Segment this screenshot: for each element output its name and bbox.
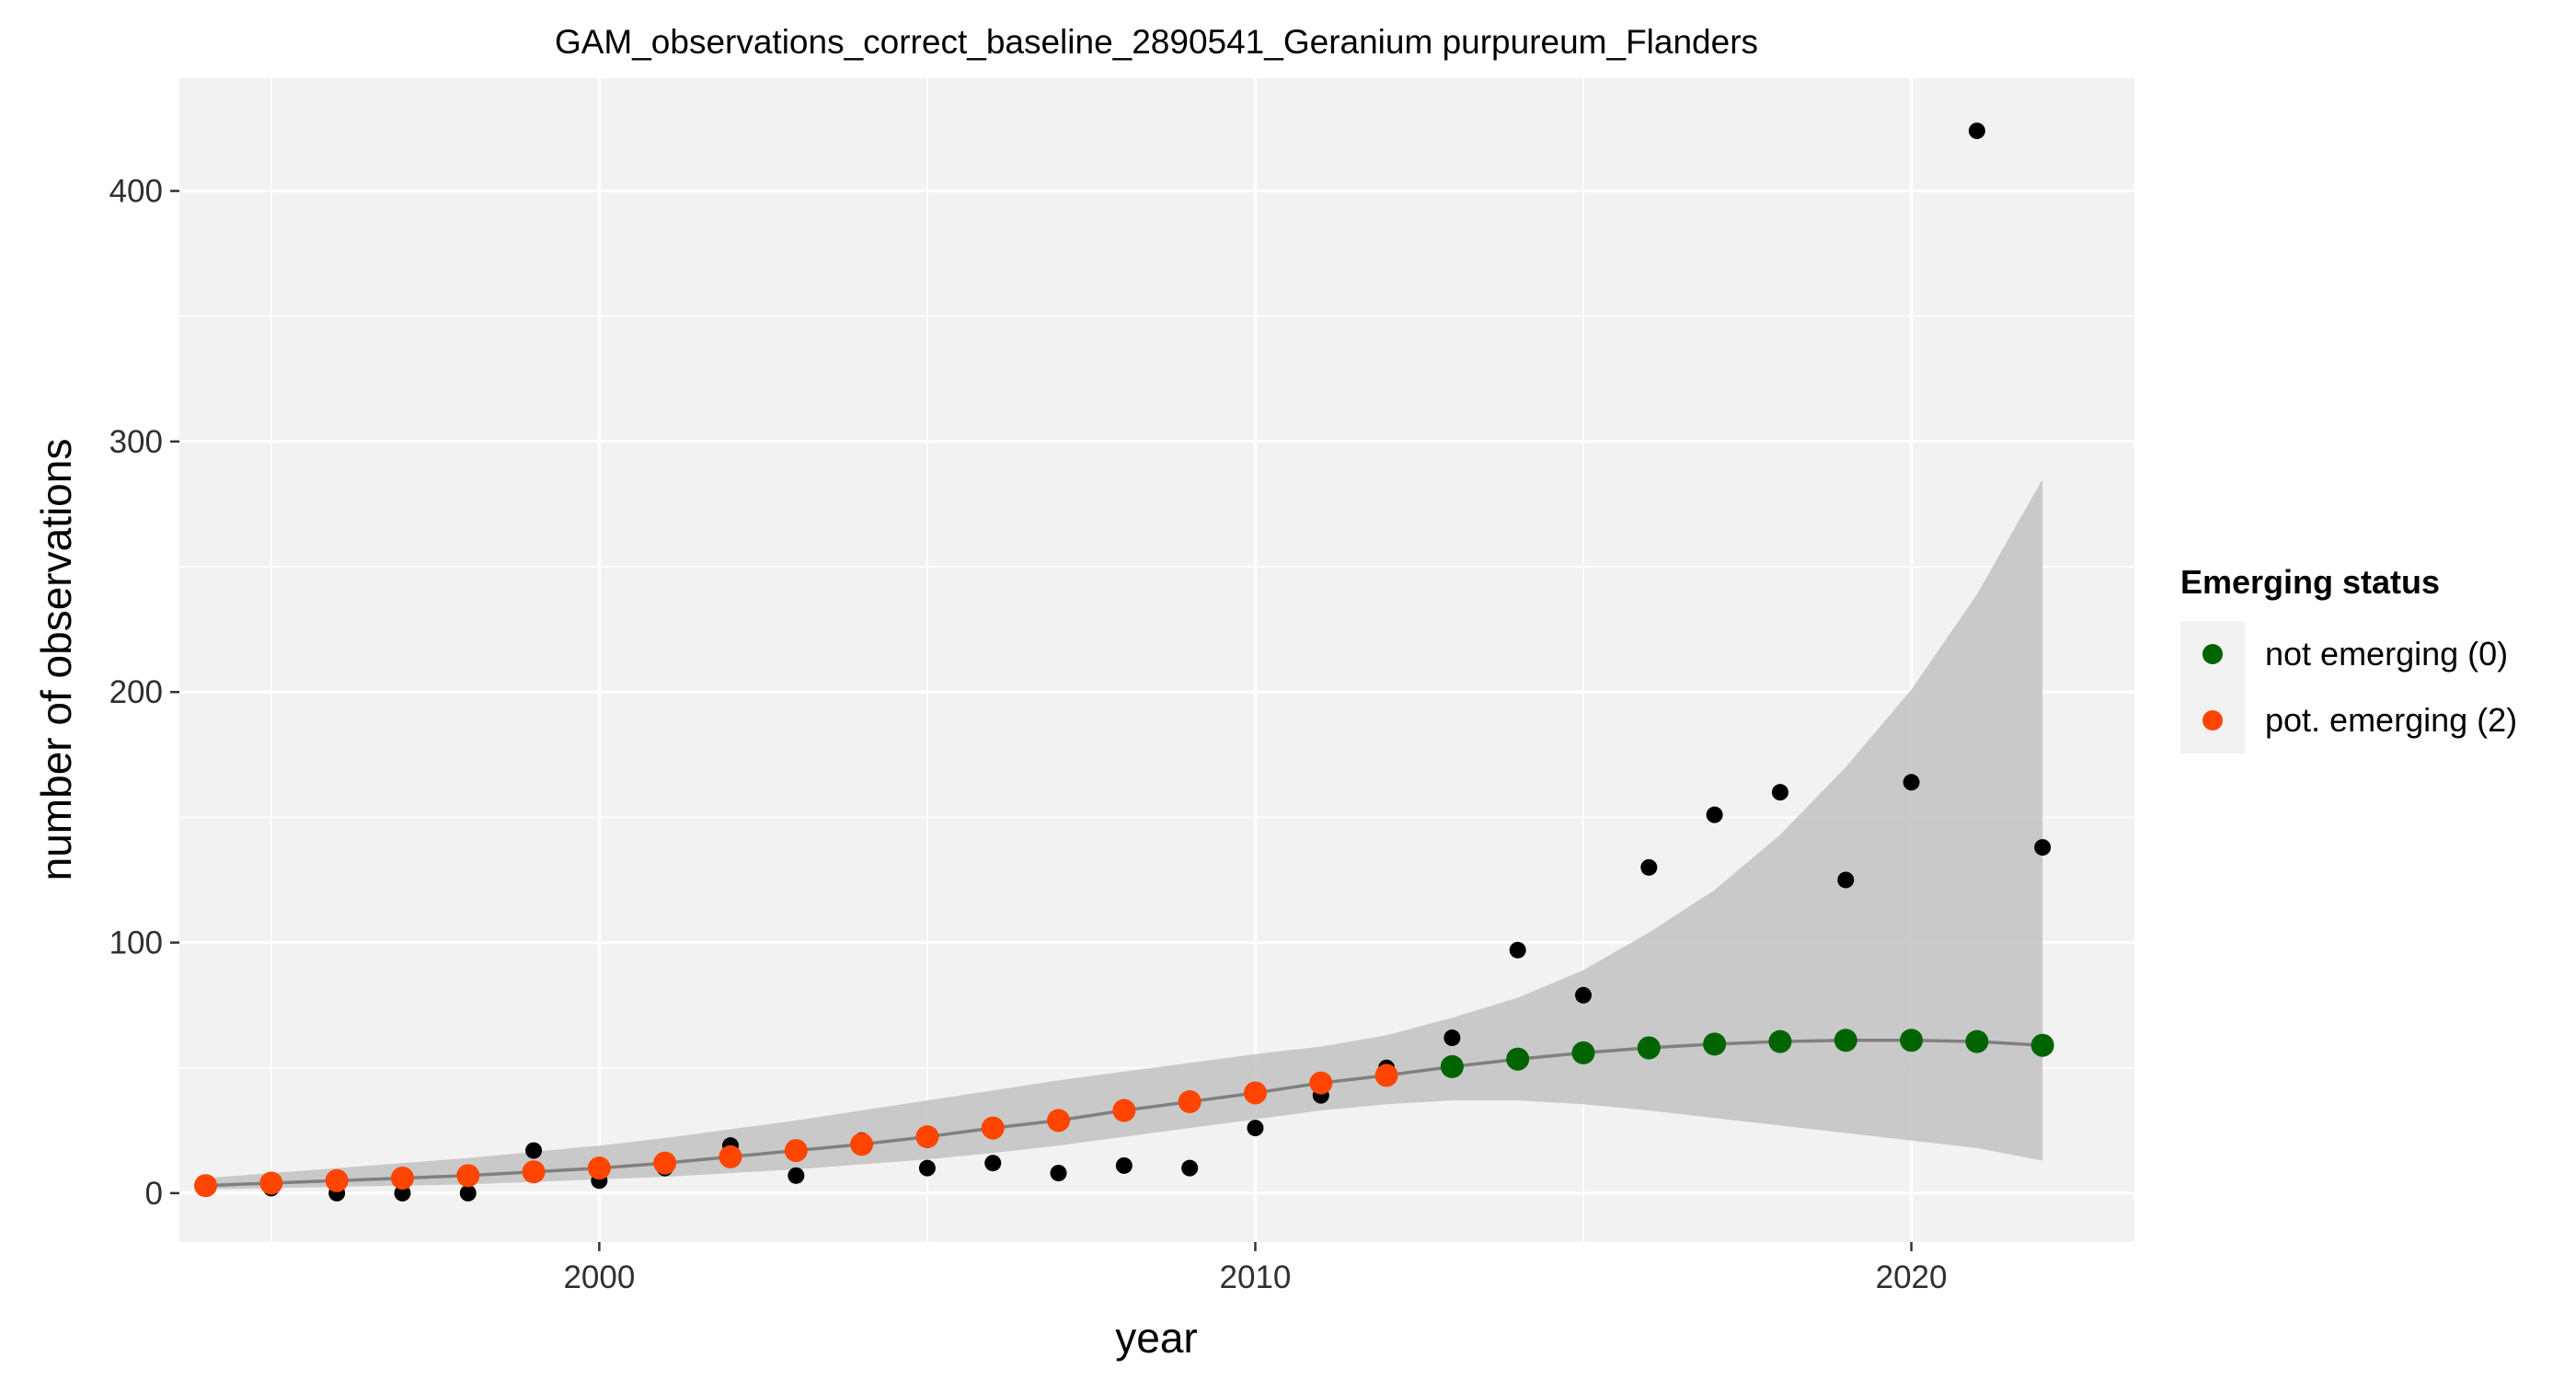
- confidence-ribbon: [205, 478, 2043, 1190]
- observed-point: [1247, 1120, 1264, 1137]
- fit-point: [1440, 1054, 1464, 1078]
- observed-point: [1706, 806, 1723, 823]
- x-axis-title: year: [1115, 1314, 1197, 1362]
- fit-point: [1309, 1071, 1333, 1095]
- observed-point: [2034, 839, 2052, 857]
- fit-point: [1768, 1029, 1792, 1053]
- fit-point: [1900, 1029, 1924, 1052]
- fit-point: [981, 1116, 1005, 1140]
- fit-point: [1571, 1041, 1595, 1064]
- fit-point: [1834, 1029, 1857, 1052]
- fit-points: [194, 1029, 2054, 1198]
- fit-point: [784, 1139, 808, 1163]
- y-tick-label: 200: [109, 674, 163, 710]
- fit-point: [1506, 1047, 1530, 1071]
- observed-point: [918, 1159, 936, 1177]
- fit-point: [587, 1156, 611, 1180]
- fit-point: [915, 1125, 939, 1149]
- legend-key-pot-emerging: [2202, 710, 2223, 730]
- observed-point: [1771, 784, 1788, 801]
- legend: Emerging status not emerging (0) pot. em…: [2180, 563, 2517, 753]
- fit-point: [390, 1167, 414, 1190]
- fit-point: [2030, 1033, 2054, 1057]
- fit-point: [1243, 1081, 1267, 1105]
- observed-point: [1640, 858, 1658, 876]
- observed-point: [1837, 871, 1855, 889]
- legend-key-background: [2180, 621, 2245, 753]
- legend-label-pot-emerging: pot. emerging (2): [2265, 701, 2517, 739]
- legend-label-not-emerging: not emerging (0): [2265, 635, 2508, 673]
- observed-point: [1443, 1029, 1461, 1047]
- x-tick-label: 2010: [1220, 1259, 1292, 1295]
- fit-point: [1703, 1032, 1727, 1056]
- observed-point: [1115, 1156, 1133, 1174]
- y-axis-title: number of observations: [32, 439, 80, 881]
- observed-point: [1050, 1165, 1067, 1182]
- fit-point: [719, 1144, 742, 1168]
- fit-point: [1047, 1109, 1071, 1133]
- y-tick-label: 400: [109, 174, 163, 210]
- fit-point: [1374, 1064, 1398, 1087]
- legend-title: Emerging status: [2180, 563, 2440, 601]
- fit-point: [850, 1133, 874, 1156]
- observed-point: [394, 1184, 411, 1202]
- fit-point: [194, 1174, 218, 1198]
- x-axis: 2000 2010 2020: [563, 1242, 1947, 1295]
- observed-point: [525, 1142, 543, 1159]
- observed-point: [459, 1184, 477, 1202]
- fit-point: [325, 1168, 349, 1192]
- x-tick-label: 2000: [563, 1259, 635, 1295]
- x-tick-label: 2020: [1876, 1259, 1948, 1295]
- observed-point: [788, 1167, 805, 1184]
- y-axis: 0 100 200 300 400: [109, 174, 179, 1212]
- observed-point: [984, 1155, 1002, 1172]
- observed-point: [1903, 774, 1920, 791]
- fit-point: [1637, 1036, 1661, 1060]
- observed-point: [1575, 986, 1593, 1004]
- y-tick-label: 100: [109, 926, 163, 961]
- observed-point: [1181, 1159, 1199, 1177]
- fit-point: [1965, 1029, 1989, 1053]
- y-tick-label: 0: [145, 1176, 163, 1212]
- observed-point: [1509, 941, 1526, 959]
- legend-key-not-emerging: [2202, 644, 2223, 664]
- fit-point: [1178, 1089, 1202, 1113]
- fit-point: [522, 1160, 546, 1184]
- observed-point: [1968, 122, 1985, 140]
- fit-point: [1112, 1098, 1136, 1122]
- fit-point: [259, 1171, 283, 1195]
- chart-title: GAM_observations_correct_baseline_289054…: [555, 23, 1758, 61]
- fit-point: [653, 1151, 677, 1175]
- y-tick-label: 300: [109, 424, 163, 460]
- fit-point: [456, 1164, 480, 1188]
